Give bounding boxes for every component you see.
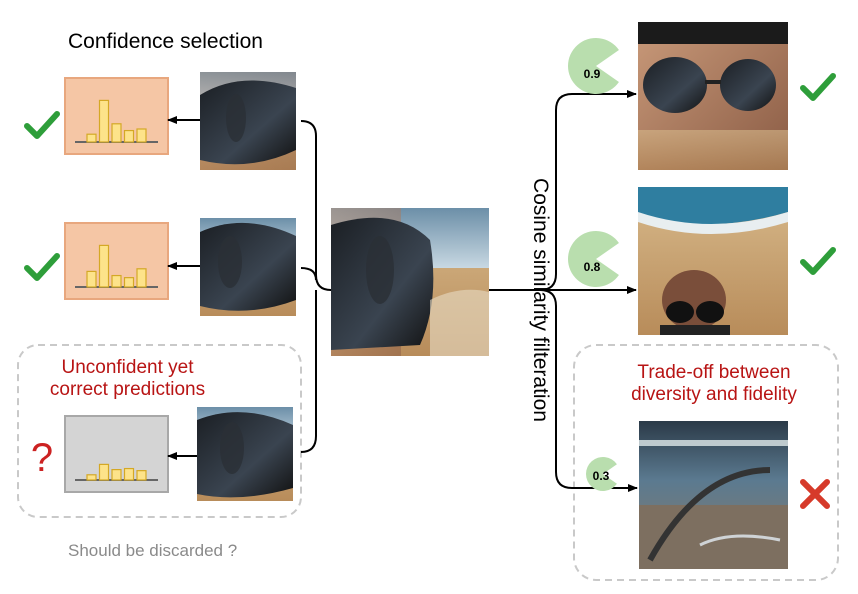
histogram-bar <box>136 268 147 288</box>
score-value: 0.3 <box>593 469 610 483</box>
cross-icon <box>800 479 830 509</box>
histogram-bar <box>123 467 135 481</box>
left-photo-3 <box>197 407 293 501</box>
marks-group: ? <box>24 73 836 509</box>
pie-icon <box>586 457 617 491</box>
left-photo-1 <box>200 72 296 170</box>
histogram-bar <box>111 123 122 143</box>
unconfident-title-line1: Unconfident yet <box>61 357 194 378</box>
histogram-bar <box>136 470 147 481</box>
center-photo <box>331 208 489 356</box>
histogram-1 <box>64 77 169 155</box>
unconfident-title: Unconfident yet correct predictions <box>20 357 235 401</box>
histogram-bar <box>111 469 122 481</box>
confidence-selection-title: Confidence selection <box>68 30 263 53</box>
tradeoff-title-line2: diversity and fidelity <box>631 384 797 405</box>
unconfident-title-line2: correct predictions <box>49 379 206 400</box>
check-icon <box>800 247 836 275</box>
right-fan <box>489 93 573 489</box>
cosine-filter-label: Cosine similarity filteration <box>529 178 552 422</box>
score-badge-group: 0.9 0.8 0.3 <box>568 38 619 491</box>
right-photo-1 <box>638 22 788 170</box>
check-icon <box>24 253 60 281</box>
histogram-bar <box>86 133 97 143</box>
histogram-bar <box>98 99 110 143</box>
histogram-bar <box>86 270 97 288</box>
score-value: 0.8 <box>584 260 601 274</box>
tradeoff-title: Trade-off between diversity and fidelity <box>596 362 832 406</box>
pie-icon <box>568 230 619 287</box>
score-badge-2: 0.8 <box>568 230 619 287</box>
histogram-bar <box>98 244 110 288</box>
histogram-bar <box>111 274 122 288</box>
histogram-group <box>64 77 169 493</box>
histogram-bar <box>123 129 135 143</box>
histogram-3 <box>64 415 169 493</box>
tradeoff-group-box <box>573 344 839 581</box>
right-photo-2 <box>638 187 788 335</box>
question-icon: ? <box>31 436 53 480</box>
left-bracket <box>300 120 332 453</box>
histogram-bar <box>86 474 97 481</box>
score-value: 0.9 <box>584 67 601 81</box>
right-photo-3 <box>639 421 788 569</box>
histogram-bar <box>136 128 147 143</box>
histogram-bar <box>98 463 110 481</box>
histogram-2 <box>64 222 169 300</box>
tradeoff-title-line1: Trade-off between <box>637 362 791 383</box>
discard-note: Should be discarded ? <box>68 541 238 560</box>
left-photo-2 <box>200 218 296 316</box>
histogram-bar <box>123 277 135 288</box>
unconfident-group-box <box>17 344 302 518</box>
check-icon <box>800 73 836 101</box>
check-icon <box>24 111 60 139</box>
pie-icon <box>568 38 619 95</box>
score-badge-1: 0.9 <box>568 38 619 95</box>
score-badge-3: 0.3 <box>586 457 617 491</box>
